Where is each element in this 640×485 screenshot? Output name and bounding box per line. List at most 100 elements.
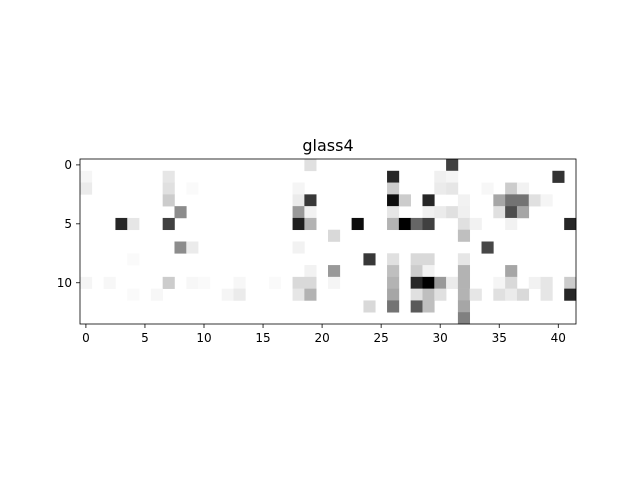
x-tick-label: 35 [492,331,507,345]
heatmap-cell [387,217,400,231]
heatmap-cell [410,217,423,231]
heatmap-cell [564,217,577,231]
heatmap-cell [434,182,447,195]
heatmap-cell [493,194,506,207]
x-tick-label: 30 [433,331,448,345]
heatmap-cell [127,253,140,266]
heatmap-cell [481,241,494,254]
heatmap-cell [304,288,317,301]
heatmap-cell [233,276,246,289]
heatmap-cell [398,194,411,207]
heatmap-cell [446,170,459,183]
heatmap-cell [162,217,175,231]
heatmap-cell [457,300,471,313]
heatmap-cell [103,276,116,289]
heatmap-cell [446,206,459,219]
heatmap-cell [434,288,447,301]
x-tick-label: 0 [82,331,90,345]
y-tick-label: 10 [57,276,72,290]
heatmap-cell [422,276,435,289]
heatmap-cell [198,276,211,289]
heatmap-cell [516,194,530,207]
heatmap-cell [410,265,423,278]
heatmap-cell [516,182,530,195]
heatmap-cell [387,276,400,289]
heatmap-cell [481,182,494,195]
heatmap-cell [505,182,518,195]
heatmap-cell [469,288,482,301]
heatmap-cell [162,194,175,207]
heatmap-cell [564,276,577,289]
heatmap-cell [150,288,163,301]
heatmap-cell [457,276,471,289]
heatmap-cell [540,276,553,289]
heatmap-cell [174,206,187,219]
heatmap-cell [528,276,541,289]
x-tick-label: 40 [551,331,566,345]
heatmap-cell [387,288,400,301]
heatmap-cell [115,217,128,231]
x-tick-label: 5 [141,331,149,345]
heatmap-cell [292,241,305,254]
heatmap-cell [398,217,411,231]
heatmap-cell [457,217,471,231]
heatmap-cell [505,194,518,207]
heatmap-cell [505,276,518,289]
heatmap-cell [387,194,400,207]
heatmap-cells [80,159,577,325]
heatmap-cell [292,194,305,207]
heatmap-cell [434,170,447,183]
heatmap-cell [457,265,471,278]
heatmap-cell [221,288,234,301]
heatmap-cell [528,194,541,207]
heatmap-cell [505,288,518,301]
heatmap-cell [292,288,305,301]
heatmap-cell [505,265,518,278]
heatmap-cell [422,194,435,207]
heatmap-cell [328,265,341,278]
heatmap-cell [304,206,317,219]
heatmap-cell [422,265,435,278]
heatmap-cell [304,276,317,289]
heatmap-cell [564,288,577,301]
x-tick-label: 20 [314,331,329,345]
heatmap-cell [304,194,317,207]
heatmap-cell [457,253,471,266]
heatmap-cell [186,182,199,195]
heatmap-cell [387,170,400,183]
heatmap-cell [422,253,435,266]
heatmap-cell [304,217,317,231]
heatmap-cell [292,206,305,219]
heatmap-cell [387,265,400,278]
heatmap-cell [127,217,140,231]
heatmap-cell [422,217,435,231]
heatmap-cell [363,253,376,266]
heatmap-cell [387,253,400,266]
heatmap-cell [268,276,282,289]
heatmap-cell [387,182,400,195]
heatmap-cell [552,170,565,183]
heatmap-cell [328,276,341,289]
y-tick-label: 5 [64,217,72,231]
heatmap-cell [493,276,506,289]
heatmap-cell [80,182,93,195]
heatmap-cell [328,229,341,242]
heatmap-cell [174,241,187,254]
heatmap-cell [292,182,305,195]
heatmap-cell [457,206,471,219]
heatmap-cell [540,288,553,301]
plot-frame [79,158,577,325]
heatmap-cell [162,170,175,183]
heatmap-cell [493,288,506,301]
heatmap-cell [80,170,93,183]
heatmap-cell [493,206,506,219]
heatmap-cell [434,206,447,219]
chart-title: glass4 [302,136,353,155]
heatmap-cell [162,276,175,289]
heatmap-cell [304,159,317,172]
heatmap-cell [80,276,93,289]
heatmap-cell [186,276,199,289]
